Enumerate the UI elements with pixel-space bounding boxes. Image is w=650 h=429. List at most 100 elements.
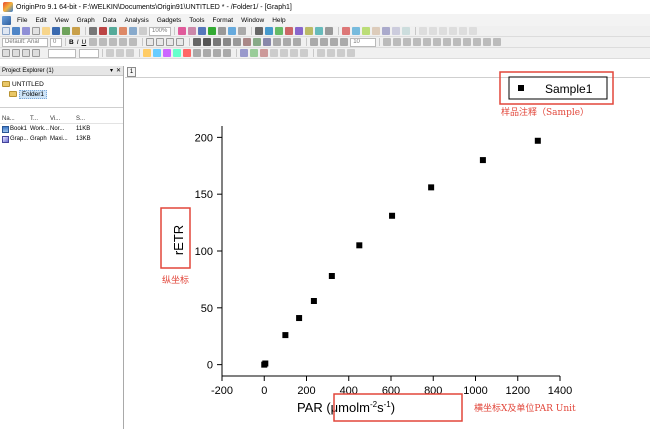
- zoom-in-icon[interactable]: [139, 27, 147, 35]
- align-left-icon[interactable]: [146, 38, 154, 46]
- object-manager-icon[interactable]: [238, 27, 246, 35]
- window-cascade-icon[interactable]: [429, 27, 437, 35]
- swap-layer-icon[interactable]: [473, 38, 481, 46]
- front-icon[interactable]: [193, 49, 201, 57]
- vector-plot-icon[interactable]: [340, 38, 348, 46]
- polygon-tool-icon[interactable]: [392, 27, 400, 35]
- column-header-type[interactable]: T...: [30, 116, 50, 122]
- decrease-font-icon[interactable]: [129, 38, 137, 46]
- greek-icon[interactable]: [109, 38, 117, 46]
- data-point[interactable]: [389, 213, 395, 219]
- polar-plot-icon[interactable]: [310, 38, 318, 46]
- menu-format[interactable]: Format: [212, 17, 233, 24]
- data-point[interactable]: [480, 157, 486, 163]
- new-graph-icon[interactable]: [22, 27, 30, 35]
- ticks-icon[interactable]: [337, 49, 345, 57]
- subscript-icon[interactable]: [99, 38, 107, 46]
- export-icon[interactable]: [99, 27, 107, 35]
- next-window-icon[interactable]: [469, 27, 477, 35]
- layer4-icon[interactable]: [270, 49, 278, 57]
- merge-icon[interactable]: [176, 38, 184, 46]
- add-text-icon[interactable]: [143, 49, 151, 57]
- file-row-book1[interactable]: Book1 Work... Nor... 11KB: [0, 124, 123, 134]
- document-icon[interactable]: [2, 16, 11, 25]
- open-icon[interactable]: [42, 27, 50, 35]
- data-point[interactable]: [329, 273, 335, 279]
- border-icon[interactable]: [106, 49, 114, 57]
- statistics-plot-icon[interactable]: [283, 38, 291, 46]
- scale-bar-icon[interactable]: [453, 38, 461, 46]
- line-width-select[interactable]: [48, 49, 76, 58]
- region-select-icon[interactable]: [315, 27, 323, 35]
- pin-icon[interactable]: ▾: [110, 67, 113, 74]
- arrow-tool-icon[interactable]: [352, 27, 360, 35]
- align-layer-icon[interactable]: [483, 38, 491, 46]
- underline-icon[interactable]: U: [82, 39, 87, 46]
- column-header-name[interactable]: Na...: [2, 116, 30, 122]
- color-scale-icon[interactable]: [443, 38, 451, 46]
- link-layer-icon[interactable]: [493, 38, 501, 46]
- annotation-icon[interactable]: [295, 27, 303, 35]
- font-name-select[interactable]: Default: Arial: [2, 38, 48, 47]
- contour-plot-icon[interactable]: [263, 38, 271, 46]
- extract-layer-icon[interactable]: [403, 38, 411, 46]
- add-rect-icon[interactable]: [173, 49, 181, 57]
- add-arrow-icon[interactable]: [153, 49, 161, 57]
- layer5-icon[interactable]: [280, 49, 288, 57]
- italic-icon[interactable]: I: [77, 39, 79, 46]
- code-builder-icon[interactable]: [178, 27, 186, 35]
- rectangle-tool-icon[interactable]: [372, 27, 380, 35]
- column-header-view[interactable]: Vi...: [50, 116, 76, 122]
- area-plot-icon[interactable]: [243, 38, 251, 46]
- clock-icon[interactable]: [347, 49, 355, 57]
- tree-item-folder1[interactable]: Folder1: [2, 89, 121, 99]
- transparency-icon[interactable]: [126, 49, 134, 57]
- font-size-select[interactable]: 0: [50, 38, 62, 47]
- group-icon[interactable]: [213, 49, 221, 57]
- ungroup-icon[interactable]: [223, 49, 231, 57]
- window-list-icon[interactable]: [439, 27, 447, 35]
- zoom-field[interactable]: 100%: [149, 27, 171, 36]
- timestamp-icon[interactable]: [433, 38, 441, 46]
- line-plot-icon[interactable]: [193, 38, 201, 46]
- data-point[interactable]: [262, 361, 268, 367]
- print-icon[interactable]: [89, 27, 97, 35]
- layer3-icon[interactable]: [260, 49, 268, 57]
- import-wizard-icon[interactable]: [72, 27, 80, 35]
- bold-icon[interactable]: B: [69, 39, 74, 46]
- menu-help[interactable]: Help: [272, 17, 285, 24]
- merge-graph-icon[interactable]: [413, 38, 421, 46]
- mask-icon[interactable]: [325, 27, 333, 35]
- data-point[interactable]: [296, 315, 302, 321]
- pattern-select[interactable]: [79, 49, 99, 58]
- data-point[interactable]: [282, 332, 288, 338]
- menu-view[interactable]: View: [55, 17, 69, 24]
- 3d-plot-icon[interactable]: [273, 38, 281, 46]
- scatter-plot-icon[interactable]: [203, 38, 211, 46]
- layer-info-icon[interactable]: [463, 38, 471, 46]
- grid-icon[interactable]: [317, 49, 325, 57]
- command-window-icon[interactable]: [198, 27, 206, 35]
- previous-window-icon[interactable]: [459, 27, 467, 35]
- smart-hint-icon[interactable]: [228, 27, 236, 35]
- menu-edit[interactable]: Edit: [35, 17, 46, 24]
- text-tool-icon[interactable]: [342, 27, 350, 35]
- save-icon[interactable]: [52, 27, 60, 35]
- line-tool-icon[interactable]: [362, 27, 370, 35]
- project-explorer-icon[interactable]: [208, 27, 216, 35]
- gradient-icon[interactable]: [116, 49, 124, 57]
- ellipse-tool-icon[interactable]: [382, 27, 390, 35]
- menu-window[interactable]: Window: [241, 17, 264, 24]
- import-icon[interactable]: [62, 27, 70, 35]
- menu-file[interactable]: File: [17, 17, 27, 24]
- menu-graph[interactable]: Graph: [77, 17, 95, 24]
- menu-data[interactable]: Data: [103, 17, 117, 24]
- menu-gadgets[interactable]: Gadgets: [157, 17, 182, 24]
- data-point[interactable]: [356, 242, 362, 248]
- line-style-icon[interactable]: [2, 49, 10, 57]
- font-color-icon[interactable]: [32, 49, 40, 57]
- layer1-icon[interactable]: [240, 49, 248, 57]
- pointer-icon[interactable]: [255, 27, 263, 35]
- bar-plot-icon[interactable]: [233, 38, 241, 46]
- data-point[interactable]: [428, 184, 434, 190]
